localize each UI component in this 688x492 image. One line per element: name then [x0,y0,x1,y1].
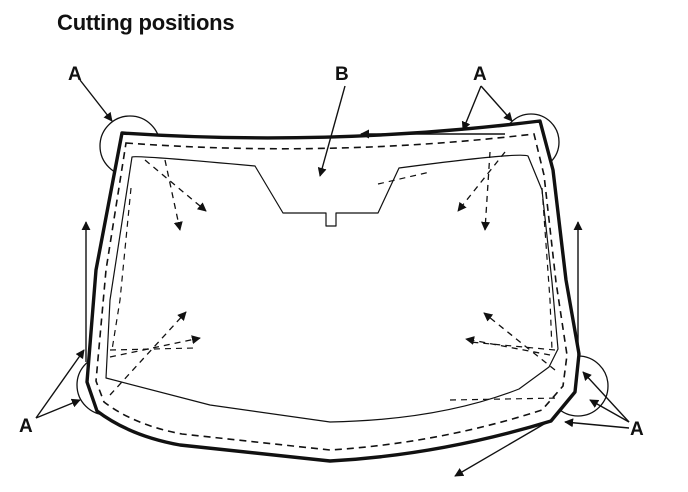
label-b-pointer [317,85,346,177]
label-b: B [335,64,349,85]
windshield-inner-border [105,154,559,423]
label-a-top-right: A [473,64,487,85]
inner-dashed-lines [109,171,561,401]
dashed-routing-arrows [109,151,556,396]
label-a-bottom-right: A [630,419,644,440]
windshield-outer-edge [85,119,581,463]
label-a-pointer [79,79,113,122]
dashed-arrow [109,335,201,358]
label-a-pointer [582,371,630,423]
dashed-arrow [483,312,556,371]
label-a-pointer [35,349,85,419]
dashed-arrow [164,159,183,231]
label-a-pointer [35,398,81,419]
dashed-arrow [481,151,491,231]
solid-arrows [35,79,630,477]
dashed-arrow [109,311,187,396]
label-a-pointer [564,418,630,429]
bottom-pull-arrow [454,419,552,477]
label-a-pointer [461,85,482,131]
label-a-pointer [589,399,630,423]
label-a-bottom-left: A [19,416,33,437]
label-a-top-left: A [68,64,82,85]
diagram-title: Cutting positions [57,10,235,35]
dashed-arrow [144,159,207,212]
dashed-arrow [457,151,506,212]
cutting-line-dashed [95,133,568,451]
dashed-arrow [465,336,551,356]
label-a-pointer [480,85,513,122]
